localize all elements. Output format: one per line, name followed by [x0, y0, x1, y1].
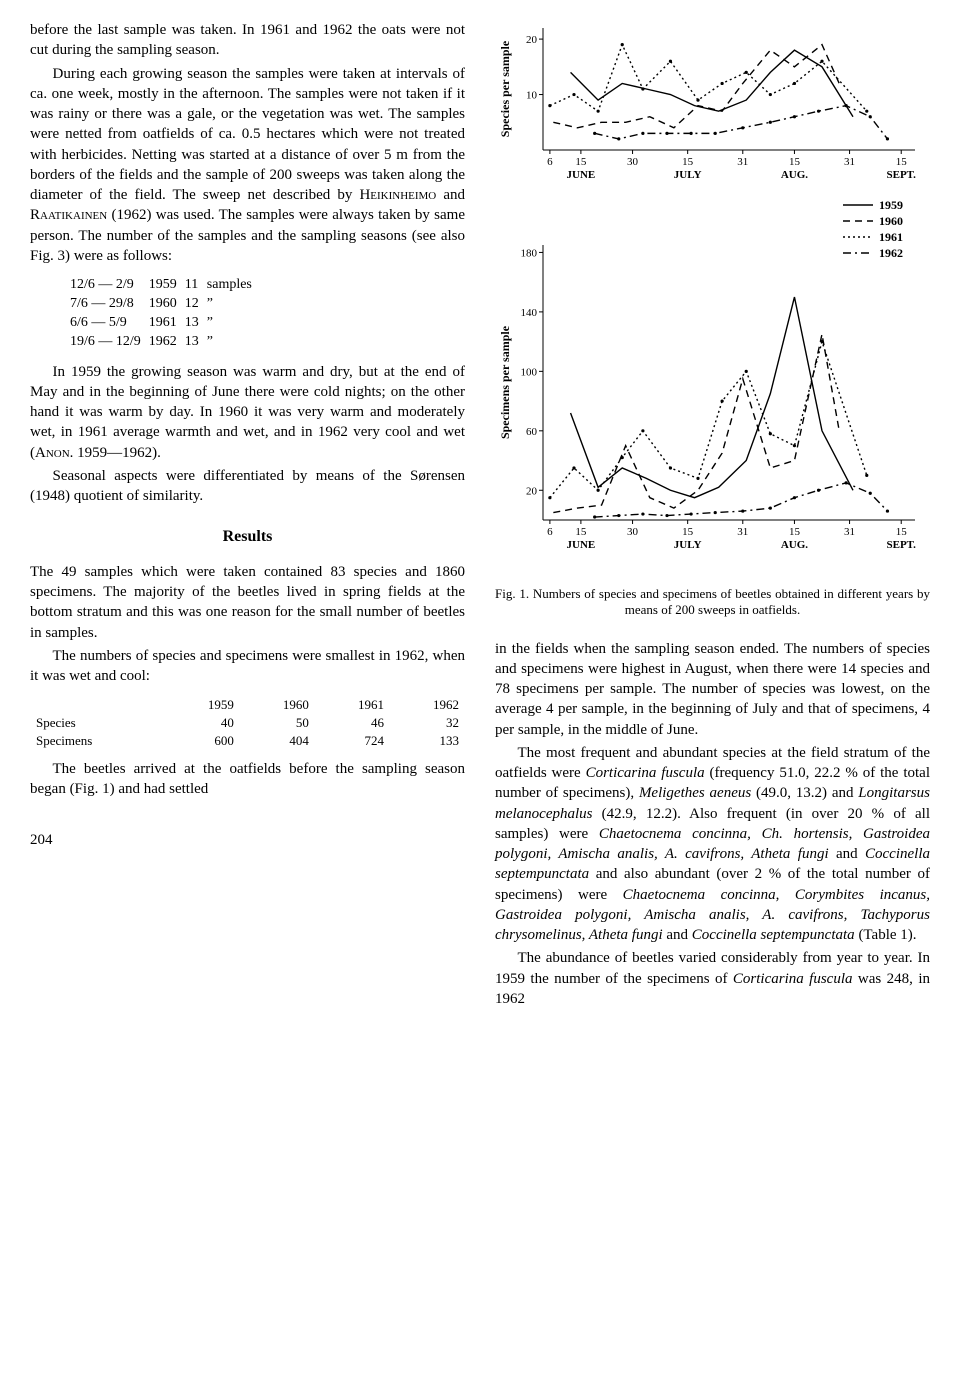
svg-text:1960: 1960	[879, 214, 903, 228]
right-para-1: in the fields when the sampling season e…	[495, 639, 930, 740]
para-7: The beetles arrived at the oatfields bef…	[30, 759, 465, 800]
svg-text:15: 15	[575, 156, 587, 168]
svg-text:SEPT.: SEPT.	[886, 169, 916, 181]
table-row: 12/6 — 2/9195911samples	[70, 276, 260, 295]
author-1: Heikinheimo	[359, 187, 436, 203]
svg-text:AUG.: AUG.	[781, 539, 808, 551]
para-1: before the last sample was taken. In 196…	[30, 20, 465, 61]
page: before the last sample was taken. In 196…	[30, 20, 930, 1012]
svg-text:AUG.: AUG.	[781, 169, 808, 181]
figure-1: 1020615301531153115JUNEJULYAUG.SEPT.Spec…	[495, 20, 930, 580]
page-number: 204	[30, 830, 465, 850]
para-2a: During each growing season the samples w…	[30, 66, 465, 204]
svg-text:100: 100	[521, 366, 538, 378]
left-column: before the last sample was taken. In 196…	[30, 20, 465, 1012]
table-row: Specimens600404724133	[30, 732, 465, 750]
svg-text:15: 15	[682, 526, 694, 538]
svg-text:JULY: JULY	[674, 539, 702, 551]
svg-text:140: 140	[521, 307, 538, 319]
svg-text:15: 15	[682, 156, 694, 168]
para-2: During each growing season the samples w…	[30, 64, 465, 267]
svg-text:15: 15	[896, 526, 908, 538]
svg-text:1961: 1961	[879, 230, 903, 244]
svg-text:JULY: JULY	[674, 169, 702, 181]
svg-text:30: 30	[627, 526, 639, 538]
svg-text:Species per sample: Species per sample	[498, 40, 512, 137]
svg-text:6: 6	[547, 156, 553, 168]
svg-text:31: 31	[737, 156, 748, 168]
svg-text:10: 10	[526, 90, 538, 102]
table-row: 6/6 — 5/9196113”	[70, 314, 260, 333]
svg-text:JUNE: JUNE	[567, 539, 596, 551]
svg-text:31: 31	[844, 526, 855, 538]
para-3c: 1959—1962).	[73, 445, 161, 461]
svg-text:31: 31	[737, 526, 748, 538]
svg-text:JUNE: JUNE	[567, 169, 596, 181]
svg-text:31: 31	[844, 156, 855, 168]
results-heading: Results	[30, 526, 465, 548]
para-6: The numbers of species and specimens wer…	[30, 646, 465, 687]
para-5: The 49 samples which were taken containe…	[30, 562, 465, 643]
author-2: Raatikainen	[30, 207, 107, 223]
right-para-3: The abundance of beetles varied consider…	[495, 948, 930, 1009]
svg-text:15: 15	[789, 526, 801, 538]
year-table: 1959196019611962 Species40504632Specimen…	[30, 696, 465, 749]
svg-text:Specimens per sample: Specimens per sample	[498, 325, 512, 439]
para-3: In 1959 the growing season was warm and …	[30, 362, 465, 463]
right-para-2: The most frequent and abundant species a…	[495, 743, 930, 946]
table-row: 7/6 — 29/8196012”	[70, 295, 260, 314]
svg-text:20: 20	[526, 34, 538, 46]
svg-text:SEPT.: SEPT.	[886, 539, 916, 551]
svg-text:1962: 1962	[879, 246, 903, 260]
svg-text:60: 60	[526, 426, 538, 438]
svg-text:180: 180	[521, 247, 538, 259]
svg-text:20: 20	[526, 485, 538, 497]
para-2c: and	[436, 187, 465, 203]
svg-text:6: 6	[547, 526, 553, 538]
svg-text:1959: 1959	[879, 198, 903, 212]
right-column: 1020615301531153115JUNEJULYAUG.SEPT.Spec…	[495, 20, 930, 1012]
table-row: Species40504632	[30, 714, 465, 732]
table-row: 19/6 — 12/9196213”	[70, 333, 260, 352]
svg-text:15: 15	[575, 526, 587, 538]
svg-text:15: 15	[789, 156, 801, 168]
figure-1-svg: 1020615301531153115JUNEJULYAUG.SEPT.Spec…	[495, 20, 925, 580]
anon-ref: Anon.	[35, 445, 73, 461]
figure-1-caption: Fig. 1. Numbers of species and specimens…	[495, 586, 930, 619]
svg-text:30: 30	[627, 156, 639, 168]
svg-text:15: 15	[896, 156, 908, 168]
para-4: Seasonal aspects were differentiated by …	[30, 466, 465, 507]
sampling-table: 12/6 — 2/9195911samples7/6 — 29/8196012”…	[70, 276, 260, 352]
